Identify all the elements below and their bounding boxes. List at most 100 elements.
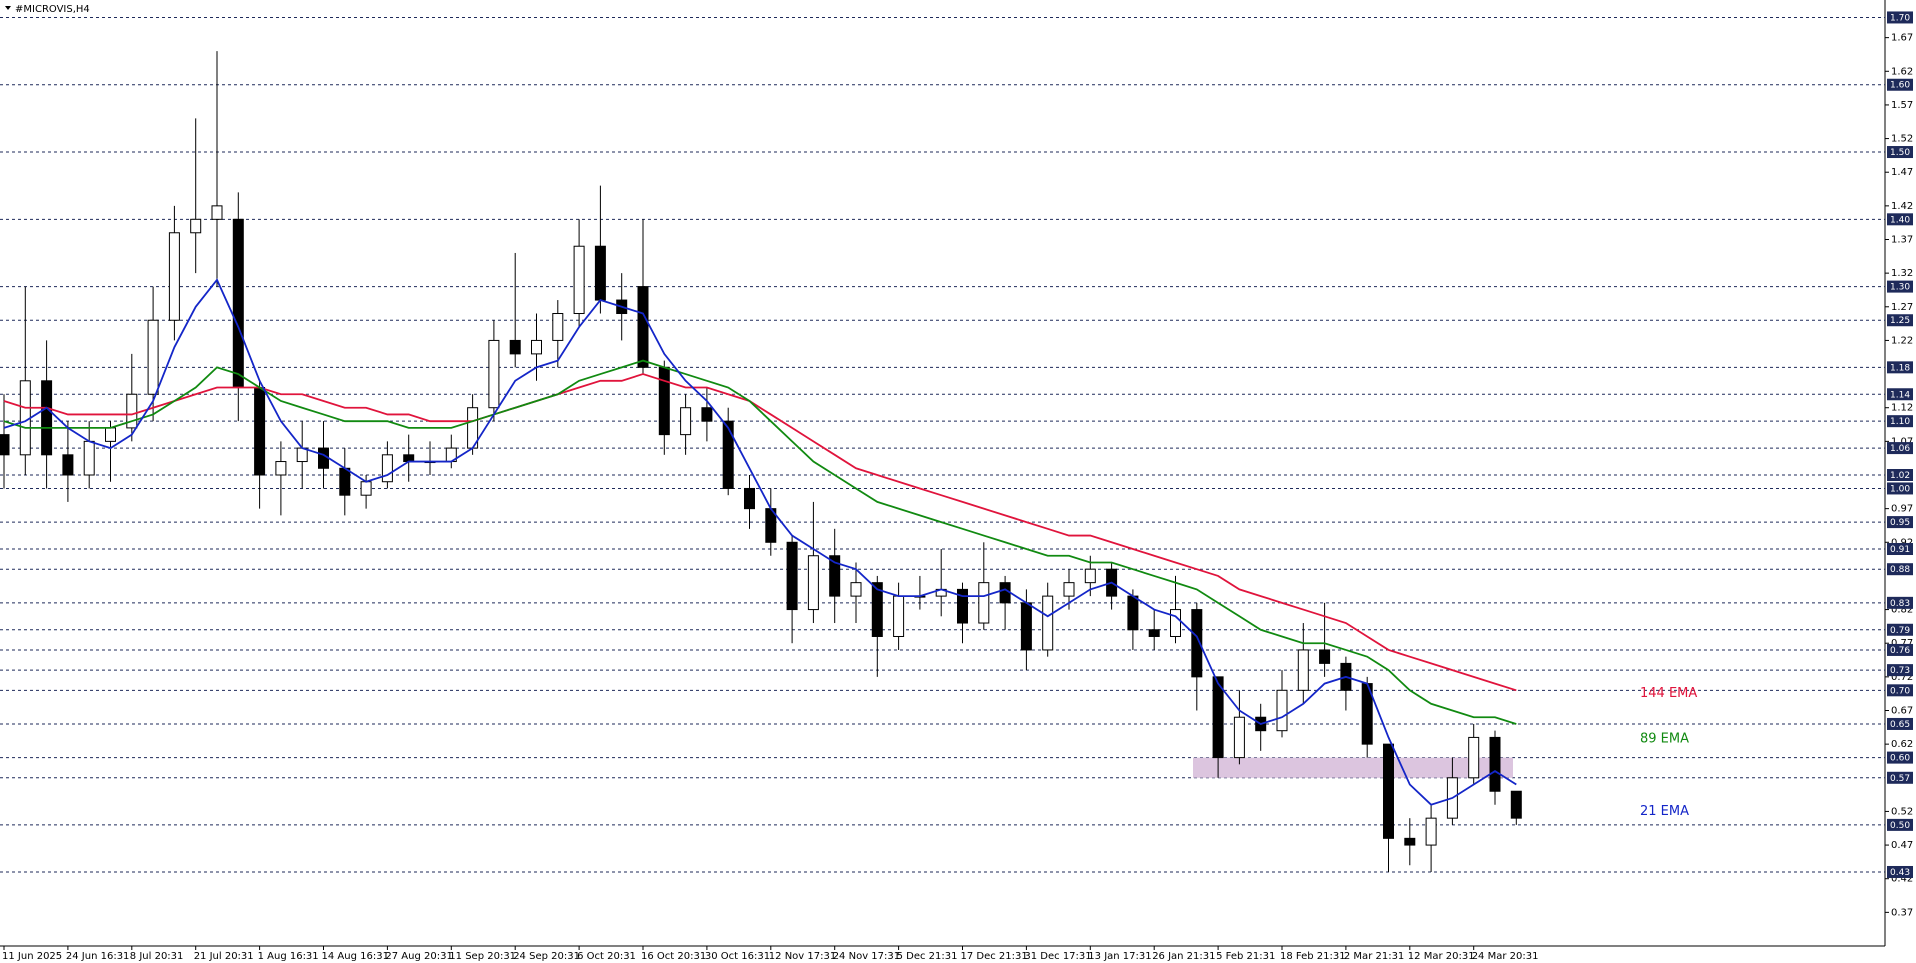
candle-body xyxy=(1383,743,1394,839)
level-label: 1.02 xyxy=(1890,471,1910,481)
ema-label: 144 EMA xyxy=(1640,686,1697,701)
level-label-box xyxy=(1887,442,1913,455)
level-label: 1.10 xyxy=(1890,417,1910,427)
candle-body xyxy=(531,339,542,355)
level-label: 0.57 xyxy=(1890,774,1910,784)
level-label: 0.88 xyxy=(1890,565,1910,575)
level-label-box xyxy=(1887,314,1913,327)
candle-body xyxy=(552,313,564,341)
x-tick-label: 13 Jan 17:31 xyxy=(1088,951,1151,962)
y-tick-label: 0.52 xyxy=(1891,806,1913,817)
x-tick-label: 31 Dec 17:31 xyxy=(1024,951,1091,962)
level-label-box xyxy=(1887,78,1913,91)
y-tick-label: 1.52 xyxy=(1891,134,1913,145)
level-label: 0.76 xyxy=(1890,646,1910,656)
level-label: 1.18 xyxy=(1890,363,1910,373)
candle-body xyxy=(1276,689,1288,732)
candle-body xyxy=(1404,837,1416,846)
y-tick-label: 0.37 xyxy=(1891,907,1913,918)
level-label-box xyxy=(1887,415,1913,428)
candle-body xyxy=(871,582,883,637)
level-label-box xyxy=(1887,771,1913,784)
level-label-box xyxy=(1887,596,1913,609)
y-tick-label: 1.32 xyxy=(1891,268,1913,279)
x-tick-label: 5 Feb 21:31 xyxy=(1216,951,1275,962)
chart-title: #MICROVIS,H4 xyxy=(15,4,90,15)
candle-body xyxy=(0,434,10,456)
candle-body xyxy=(339,467,351,496)
level-label-box xyxy=(1887,751,1913,764)
level-label-box xyxy=(1887,717,1913,730)
level-label-box xyxy=(1887,865,1913,878)
x-tick-label: 6 Oct 20:31 xyxy=(577,951,636,962)
candle-body xyxy=(232,218,244,389)
x-tick-label: 12 Mar 20:31 xyxy=(1408,951,1475,962)
x-tick-label: 14 Aug 16:31 xyxy=(322,951,389,962)
y-tick-label: 0.77 xyxy=(1891,638,1913,649)
level-label: 1.14 xyxy=(1890,390,1910,400)
candle-body xyxy=(190,218,202,234)
candle-body xyxy=(1191,609,1203,678)
level-label: 0.70 xyxy=(1890,686,1910,696)
x-tick-label: 1 Aug 16:31 xyxy=(258,951,319,962)
level-label: 0.79 xyxy=(1890,626,1910,636)
y-tick-label: 0.47 xyxy=(1891,840,1913,851)
level-label: 1.60 xyxy=(1890,81,1910,91)
candle-body xyxy=(1212,676,1224,759)
candle-body xyxy=(19,380,31,456)
level-label-box xyxy=(1887,11,1913,24)
candle-body xyxy=(850,582,862,597)
candle-body xyxy=(318,447,329,469)
level-label: 1.25 xyxy=(1890,316,1910,326)
candle-body xyxy=(1233,716,1245,759)
candle-body xyxy=(999,582,1011,604)
candle-body xyxy=(62,454,74,476)
candle-body xyxy=(701,407,713,422)
candle-body xyxy=(893,595,905,637)
y-tick-label: 1.07 xyxy=(1891,436,1913,447)
level-label-box xyxy=(1887,213,1913,226)
ema-line xyxy=(3,278,1517,806)
level-label: 0.91 xyxy=(1890,545,1910,555)
level-label-box xyxy=(1887,543,1913,556)
y-tick-label: 1.37 xyxy=(1891,235,1913,246)
candle-body xyxy=(829,555,841,597)
candle-body xyxy=(1297,649,1309,691)
candle-body xyxy=(637,286,649,368)
level-label-box xyxy=(1887,469,1913,481)
level-label: 0.60 xyxy=(1890,754,1910,764)
candle-body xyxy=(594,245,606,301)
level-label: 0.50 xyxy=(1890,821,1910,831)
candle-body xyxy=(403,454,415,463)
candle-body xyxy=(978,582,990,624)
candle-body xyxy=(275,461,287,476)
x-tick-label: 8 Jul 20:31 xyxy=(130,951,184,962)
candle-body xyxy=(658,366,670,436)
y-tick-label: 0.67 xyxy=(1891,706,1913,717)
candle-body xyxy=(722,420,734,489)
level-label-box xyxy=(1887,563,1913,576)
candle-body xyxy=(1020,602,1032,651)
level-label-box xyxy=(1887,664,1913,677)
candle-body xyxy=(509,339,521,355)
ema-line xyxy=(3,373,1517,692)
candle-body xyxy=(1148,629,1160,637)
x-tick-label: 21 Jul 20:31 xyxy=(194,951,254,962)
x-tick-label: 24 Jun 16:31 xyxy=(66,951,130,962)
x-tick-label: 30 Oct 16:31 xyxy=(705,951,770,962)
ema-label: 89 EMA xyxy=(1640,731,1689,746)
y-tick-label: 1.42 xyxy=(1891,201,1913,212)
candle-body xyxy=(83,440,95,476)
x-tick-label: 12 Nov 17:31 xyxy=(769,951,836,962)
y-tick-label: 0.82 xyxy=(1891,605,1913,616)
candle-body xyxy=(1170,609,1181,637)
level-label: 1.40 xyxy=(1890,215,1910,225)
x-tick-label: 24 Nov 17:31 xyxy=(833,951,900,962)
level-label-box xyxy=(1887,482,1913,495)
y-tick-label: 1.12 xyxy=(1891,403,1913,414)
level-label: 0.83 xyxy=(1890,599,1910,609)
y-tick-label: 0.92 xyxy=(1891,537,1913,548)
y-tick-label: 1.62 xyxy=(1891,66,1913,77)
level-label-box xyxy=(1887,684,1913,697)
y-tick-label: 0.62 xyxy=(1891,739,1913,750)
